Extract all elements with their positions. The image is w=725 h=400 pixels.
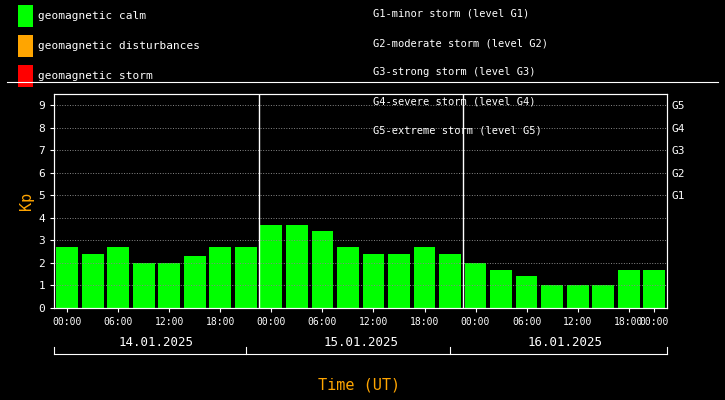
Text: G3-strong storm (level G3): G3-strong storm (level G3) xyxy=(373,68,536,78)
Bar xyxy=(465,263,486,308)
Bar xyxy=(107,247,129,308)
Text: G5-extreme storm (level G5): G5-extreme storm (level G5) xyxy=(373,126,542,136)
Text: 16.01.2025: 16.01.2025 xyxy=(527,336,602,348)
Bar xyxy=(643,270,665,308)
Bar xyxy=(82,254,104,308)
Text: geomagnetic disturbances: geomagnetic disturbances xyxy=(38,41,200,51)
Y-axis label: Kp: Kp xyxy=(20,192,34,210)
Bar xyxy=(57,247,78,308)
Bar xyxy=(414,247,435,308)
Bar xyxy=(388,254,410,308)
Bar xyxy=(362,254,384,308)
Bar xyxy=(133,263,154,308)
Bar xyxy=(260,225,282,308)
Bar xyxy=(515,276,537,308)
Bar xyxy=(235,247,257,308)
Text: 14.01.2025: 14.01.2025 xyxy=(119,336,194,348)
Text: 15.01.2025: 15.01.2025 xyxy=(323,336,398,348)
Text: G4-severe storm (level G4): G4-severe storm (level G4) xyxy=(373,97,536,107)
Bar xyxy=(158,263,180,308)
Text: geomagnetic storm: geomagnetic storm xyxy=(38,71,153,81)
Text: G2-moderate storm (level G2): G2-moderate storm (level G2) xyxy=(373,38,548,48)
Bar xyxy=(618,270,639,308)
Bar xyxy=(184,256,206,308)
Text: Time (UT): Time (UT) xyxy=(318,377,400,392)
Bar xyxy=(337,247,359,308)
Bar xyxy=(210,247,231,308)
Bar xyxy=(490,270,512,308)
Bar xyxy=(439,254,461,308)
Bar xyxy=(592,286,614,308)
Bar xyxy=(542,286,563,308)
Text: G1-minor storm (level G1): G1-minor storm (level G1) xyxy=(373,9,530,19)
Bar xyxy=(567,286,589,308)
Bar xyxy=(312,232,334,308)
Text: geomagnetic calm: geomagnetic calm xyxy=(38,11,146,21)
Bar xyxy=(286,225,307,308)
